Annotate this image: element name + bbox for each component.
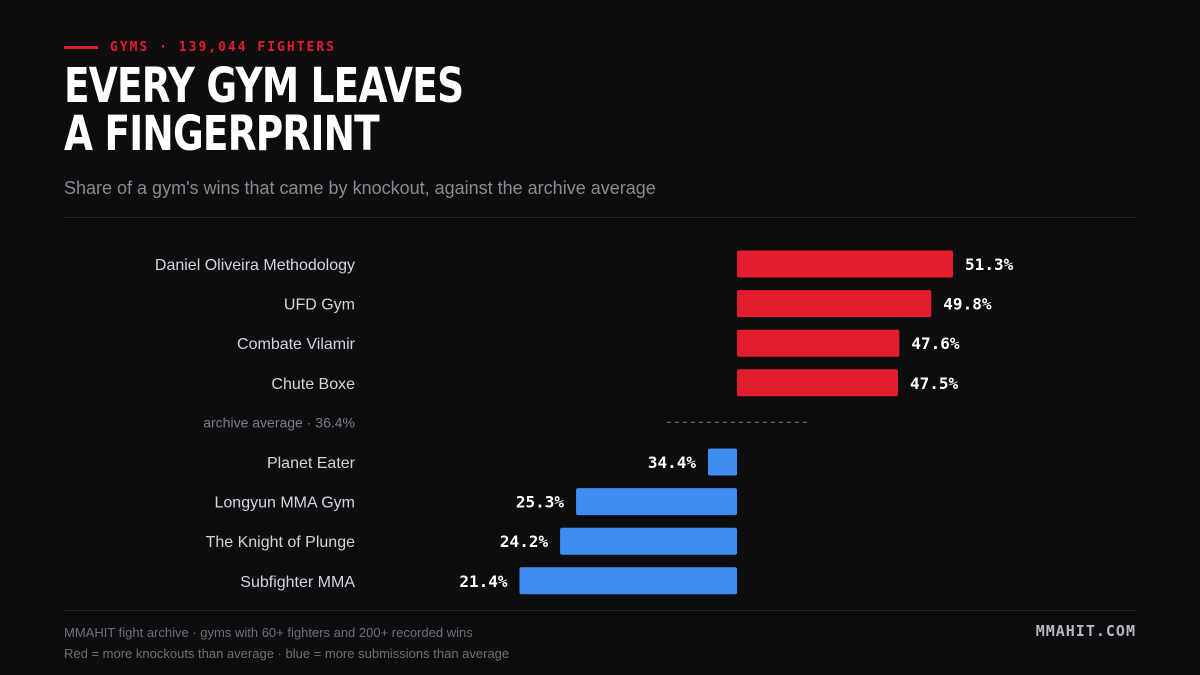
header-divider — [64, 217, 1136, 218]
category-label: Chute Boxe — [271, 376, 355, 393]
category-label: The Knight of Plunge — [206, 534, 356, 551]
category-label: Combate Vilamir — [237, 336, 356, 353]
value-label: 47.6% — [911, 334, 960, 353]
page-title: EVERY GYM LEAVES A FINGERPRINT — [64, 58, 464, 162]
bar — [737, 369, 898, 397]
bar — [737, 329, 900, 357]
value-label: 51.3% — [965, 255, 1014, 274]
footer-divider — [64, 610, 1136, 611]
brand-wordmark: MMAHIT.COM — [1035, 622, 1136, 640]
value-label: 25.3% — [516, 493, 565, 512]
bar — [560, 527, 737, 555]
category-label: Longyun MMA Gym — [215, 495, 356, 512]
eyebrow-text: GYMS · 139,044 FIGHTERS — [110, 40, 337, 55]
source-note: MMAHIT fight archive · gyms with 60+ fig… — [64, 625, 473, 640]
value-label: 47.5% — [910, 374, 959, 393]
value-label: 49.8% — [943, 295, 992, 314]
bar — [737, 250, 954, 278]
category-label: Planet Eater — [267, 455, 356, 472]
bar — [708, 448, 737, 476]
color-legend-note: Red = more knockouts than average · blue… — [64, 646, 510, 661]
title-line-1: EVERY GYM LEAVES — [64, 58, 464, 114]
subtitle: Share of a gym's wins that came by knock… — [64, 178, 656, 198]
bar — [576, 488, 737, 516]
title-line-2: A FINGERPRINT — [64, 106, 380, 162]
eyebrow-accent-line — [64, 46, 98, 49]
category-label: Subfighter MMA — [240, 574, 355, 591]
value-label: 21.4% — [459, 572, 508, 591]
value-label: 34.4% — [648, 453, 697, 472]
bar — [519, 567, 737, 595]
average-label: archive average · 36.4% — [203, 414, 355, 430]
value-label: 24.2% — [500, 532, 549, 551]
category-label: UFD Gym — [284, 297, 355, 314]
eyebrow: GYMS · 139,044 FIGHTERS — [64, 40, 336, 55]
bar — [737, 290, 932, 318]
category-label: Daniel Oliveira Methodology — [155, 257, 355, 274]
